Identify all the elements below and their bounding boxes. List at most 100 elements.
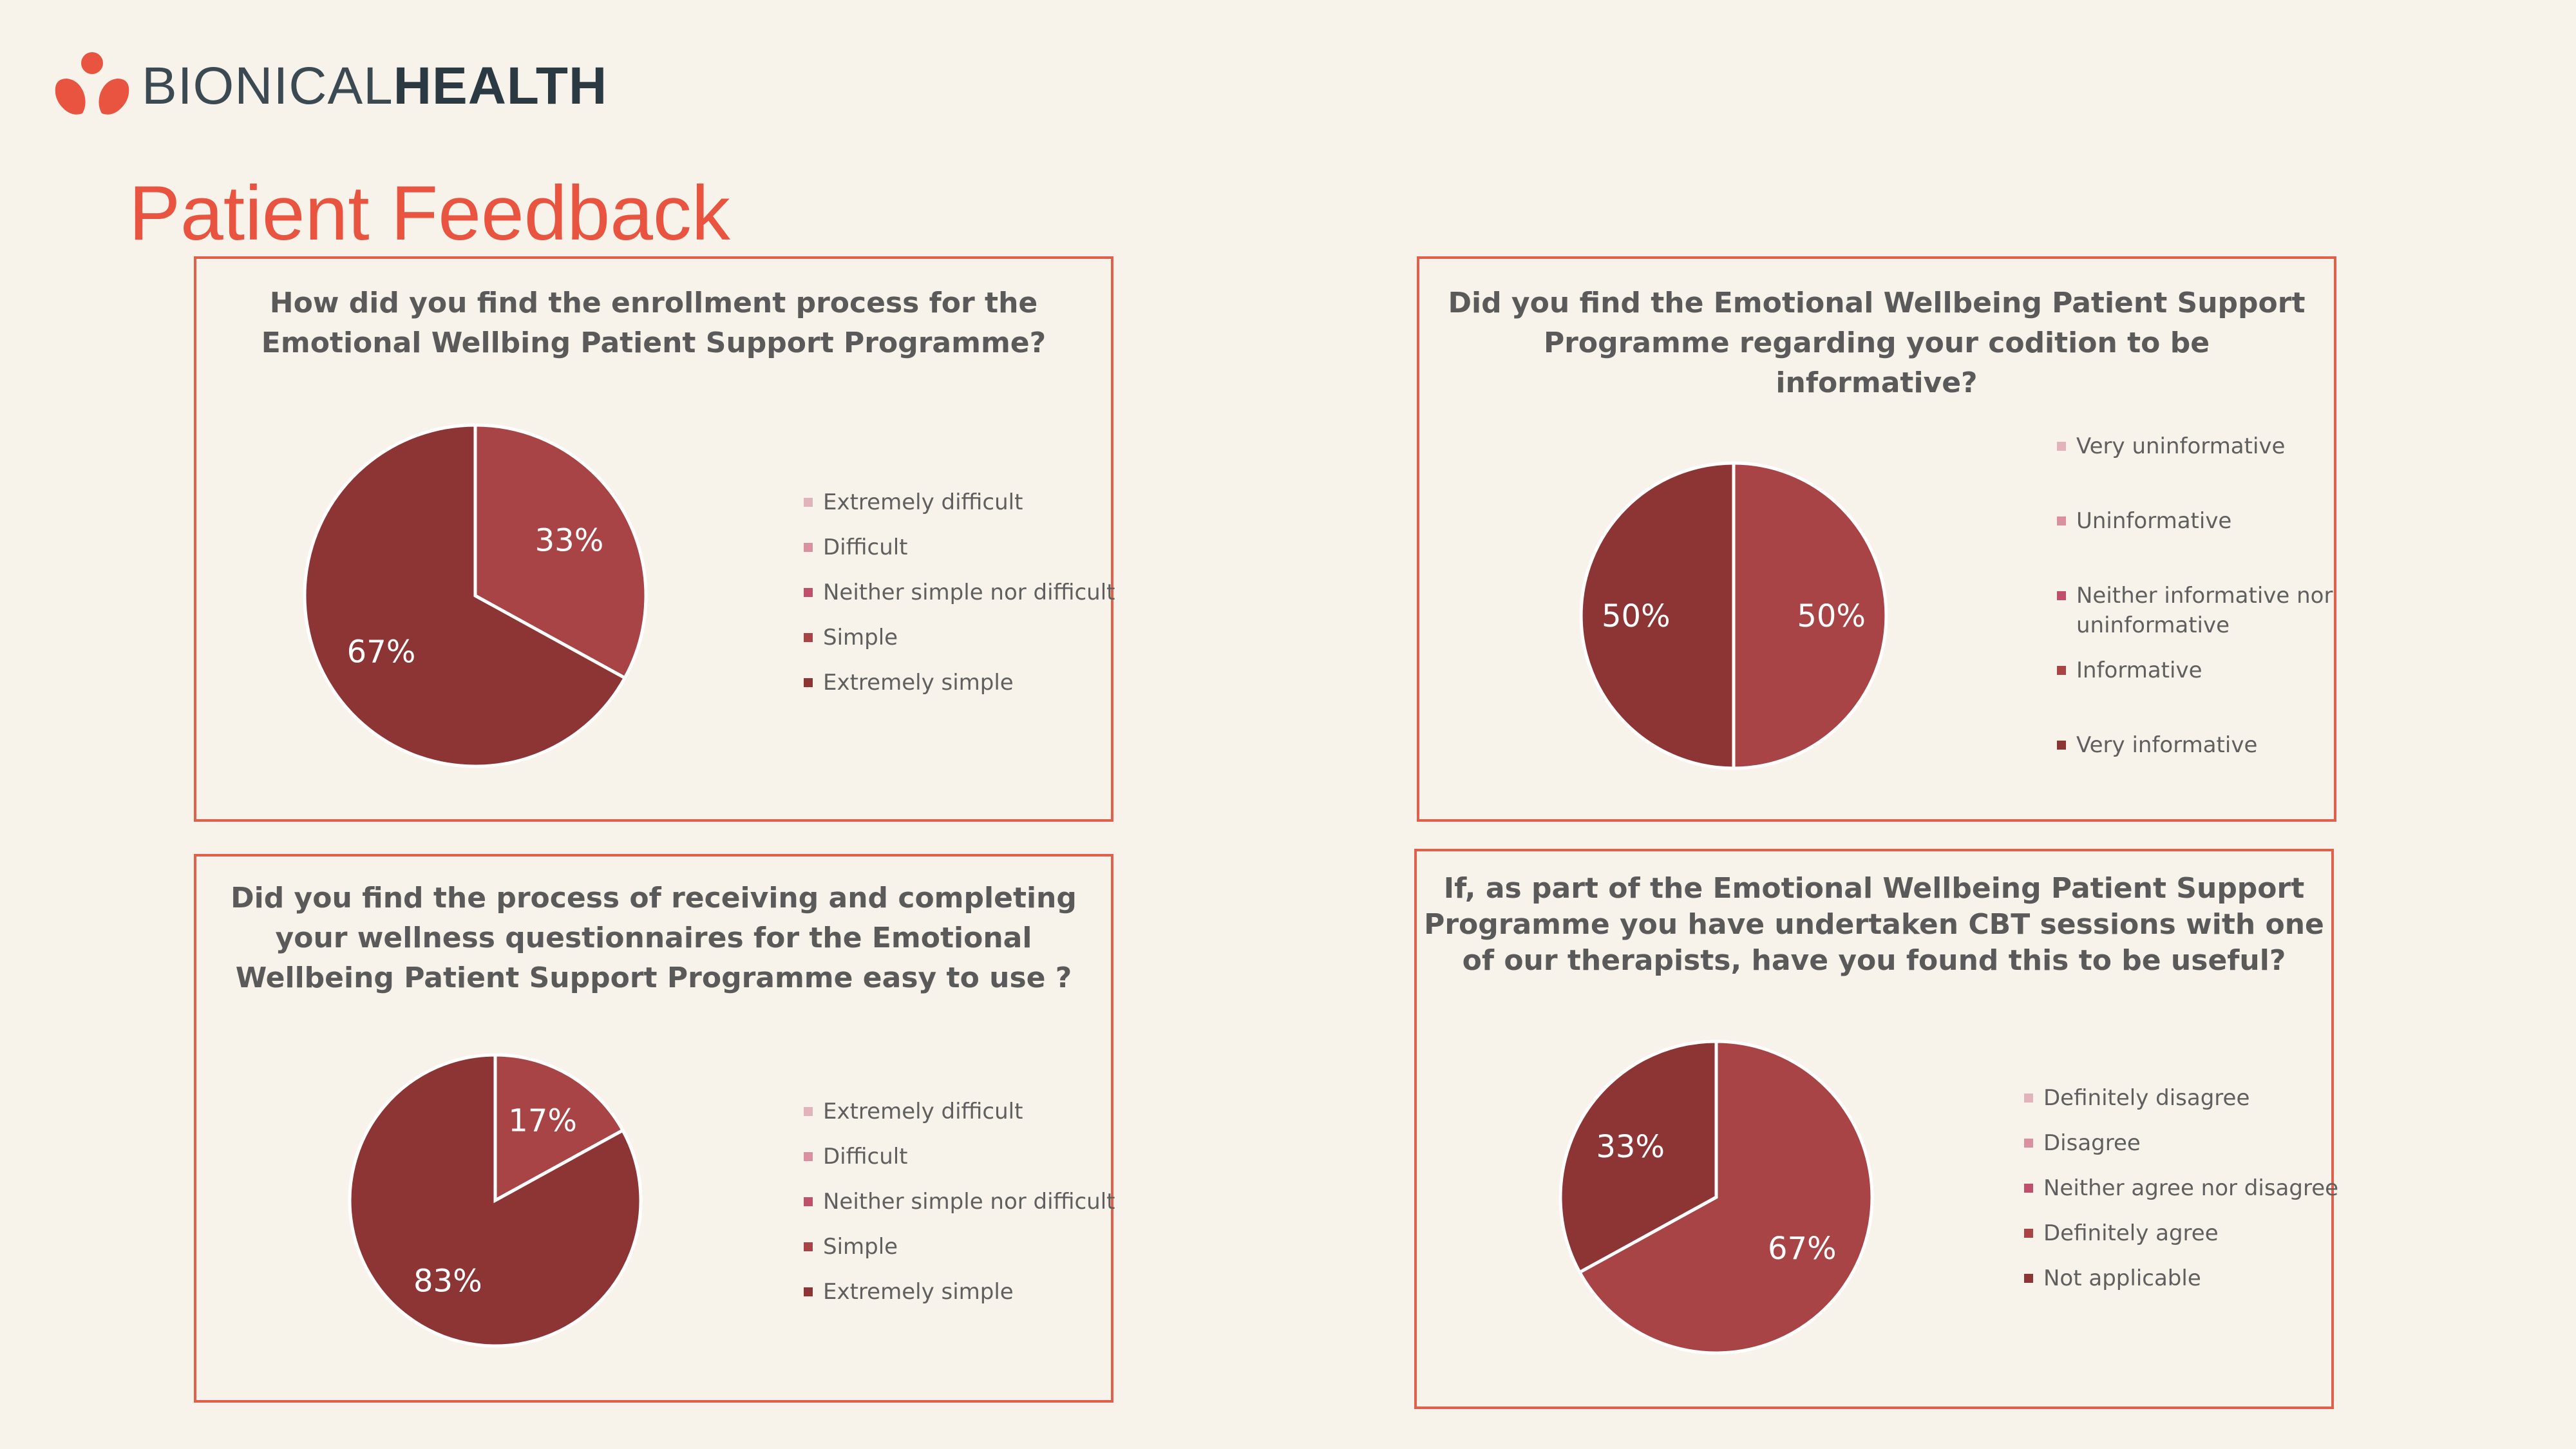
legend-item: Extremely difficult xyxy=(804,488,1023,517)
chart-title-line: Did you find the Emotional Wellbeing Pat… xyxy=(1448,287,2306,319)
chart-panel-questionnaires: Did you find the process of receiving an… xyxy=(194,854,1115,1403)
pie-chart: 17% 83% xyxy=(348,1053,643,1348)
legend-swatch xyxy=(804,1287,813,1296)
legend-item: Informative xyxy=(2057,656,2202,685)
legend-label: Extremely difficult xyxy=(823,489,1023,515)
chart-title-line: your wellness questionnaires for the Emo… xyxy=(275,922,1032,954)
chart-title-line: Did you find the process of receiving an… xyxy=(231,882,1077,914)
legend-label: Disagree xyxy=(2043,1130,2141,1156)
pie-chart: 50% 50% xyxy=(1579,461,1888,770)
legend-label: Extremely simple xyxy=(823,670,1014,696)
brand-name-bold: HEALTH xyxy=(393,56,608,115)
legend-item: Very informative xyxy=(2057,730,2257,760)
legend-swatch xyxy=(2024,1094,2033,1103)
legend-item: Disagree xyxy=(2024,1128,2141,1158)
legend-swatch xyxy=(804,498,813,507)
legend-label: Definitely agree xyxy=(2043,1220,2219,1246)
legend-swatch xyxy=(804,588,813,597)
chart-title: Did you find the Emotional Wellbeing Pat… xyxy=(1419,283,2334,403)
legend-swatch xyxy=(804,543,813,552)
brand-name: BIONICALHEALTH xyxy=(142,55,607,117)
legend-swatch xyxy=(2057,516,2066,526)
legend-swatch xyxy=(804,1152,813,1161)
pie-data-label: 33% xyxy=(535,523,604,559)
legend-item: Very uninformative xyxy=(2057,431,2285,461)
legend-item: Difficult xyxy=(804,1142,908,1171)
pie-chart: 33% 67% xyxy=(303,423,648,768)
legend-swatch xyxy=(2057,442,2066,451)
chart-panel-informative: Did you find the Emotional Wellbeing Pat… xyxy=(1417,256,2336,822)
legend-label: Neither simple nor difficult xyxy=(823,580,1115,605)
pie-data-label: 67% xyxy=(1768,1231,1837,1267)
legend-label: Simple xyxy=(823,1234,898,1260)
legend-item: Definitely disagree xyxy=(2024,1083,2249,1113)
chart-title-line: Wellbeing Patient Support Programme easy… xyxy=(235,961,1072,994)
legend-label: Extremely simple xyxy=(823,1279,1014,1305)
pie-slice-very-informative xyxy=(1579,461,1736,770)
legend-swatch xyxy=(804,1197,813,1206)
legend-item: Simple xyxy=(804,1232,898,1262)
pie-data-label: 50% xyxy=(1797,598,1866,634)
pie-slice-informative xyxy=(1732,461,1888,770)
legend-swatch xyxy=(804,633,813,642)
chart-title-line: informative? xyxy=(1776,366,1978,399)
pie-slice-simple xyxy=(473,423,648,681)
legend-item: Simple xyxy=(804,623,898,652)
legend-label: Neither informative nor uninformative xyxy=(2076,583,2333,638)
page-title: Patient Feedback xyxy=(129,170,730,256)
legend-label: Neither agree nor disagree xyxy=(2043,1175,2339,1201)
legend-item: Extremely simple xyxy=(804,1277,1014,1307)
legend-label: Definitely disagree xyxy=(2043,1085,2250,1111)
legend-item: Not applicable xyxy=(2024,1264,2201,1293)
legend-label: Uninformative xyxy=(2076,508,2232,534)
legend-label: Neither simple nor difficult xyxy=(823,1189,1115,1215)
legend-label: Difficult xyxy=(823,535,908,560)
pie-chart: 67% 33% xyxy=(1558,1039,1874,1355)
pie-slice-extremely-simple xyxy=(303,423,627,768)
legend-item: Extremely difficult xyxy=(804,1097,1023,1126)
legend-item: Neither informative nor uninformative xyxy=(2057,581,2340,640)
legend-item: Neither simple nor difficult xyxy=(804,578,1115,607)
pie-data-label: 50% xyxy=(1602,598,1671,634)
pie-slice-extremely-simple xyxy=(348,1053,643,1348)
chart-title: Did you find the process of receiving an… xyxy=(196,878,1111,998)
pie-data-label: 17% xyxy=(508,1103,577,1139)
legend-swatch xyxy=(804,678,813,687)
brand-name-light: BIONICAL xyxy=(142,56,393,115)
legend-item: Neither agree nor disagree xyxy=(2024,1173,2338,1203)
legend-swatch xyxy=(804,1107,813,1116)
brand-logo: BIONICALHEALTH xyxy=(50,50,607,121)
legend-label: Very uninformative xyxy=(2076,433,2286,459)
legend-item: Difficult xyxy=(804,533,908,562)
legend-label: Simple xyxy=(823,625,898,650)
chart-panel-enrollment: How did you find the enrollment process … xyxy=(194,256,1115,822)
legend-label: Very informative xyxy=(2076,732,2258,758)
pie-data-label: 67% xyxy=(347,634,416,670)
chart-title: If, as part of the Emotional Wellbeing P… xyxy=(1417,871,2331,979)
legend-label: Informative xyxy=(2076,658,2202,683)
chart-title-line: Programme regarding your codition to be xyxy=(1543,327,2210,359)
legend-label: Difficult xyxy=(823,1144,908,1170)
legend-swatch xyxy=(2024,1139,2033,1148)
legend-item: Definitely agree xyxy=(2024,1218,2219,1248)
legend-swatch xyxy=(2057,741,2066,750)
legend-item: Neither simple nor difficult xyxy=(804,1187,1115,1217)
legend-swatch xyxy=(2024,1229,2033,1238)
pie-data-label: 33% xyxy=(1596,1129,1665,1165)
legend-label: Not applicable xyxy=(2043,1265,2201,1291)
legend-item: Extremely simple xyxy=(804,668,1014,697)
legend-item: Uninformative xyxy=(2057,506,2231,536)
pie-data-label: 83% xyxy=(413,1263,482,1299)
pie-slice-definitely-agree xyxy=(1577,1039,1874,1355)
pie-slice-not-applicable xyxy=(1558,1039,1718,1274)
legend-swatch xyxy=(2057,666,2066,675)
logo-mark-icon xyxy=(55,52,129,115)
legend-label: Extremely difficult xyxy=(823,1099,1023,1124)
chart-panel-cbt: If, as part of the Emotional Wellbeing P… xyxy=(1414,849,2338,1409)
chart-title-line: If, as part of the Emotional Wellbeing P… xyxy=(1443,872,2305,905)
legend-swatch xyxy=(804,1242,813,1251)
chart-title-line: of our therapists, have you found this t… xyxy=(1462,944,2286,977)
chart-title-line: Programme you have undertaken CBT sessio… xyxy=(1424,908,2324,941)
legend-swatch xyxy=(2024,1274,2033,1283)
chart-title: How did you find the enrollment process … xyxy=(196,283,1111,363)
